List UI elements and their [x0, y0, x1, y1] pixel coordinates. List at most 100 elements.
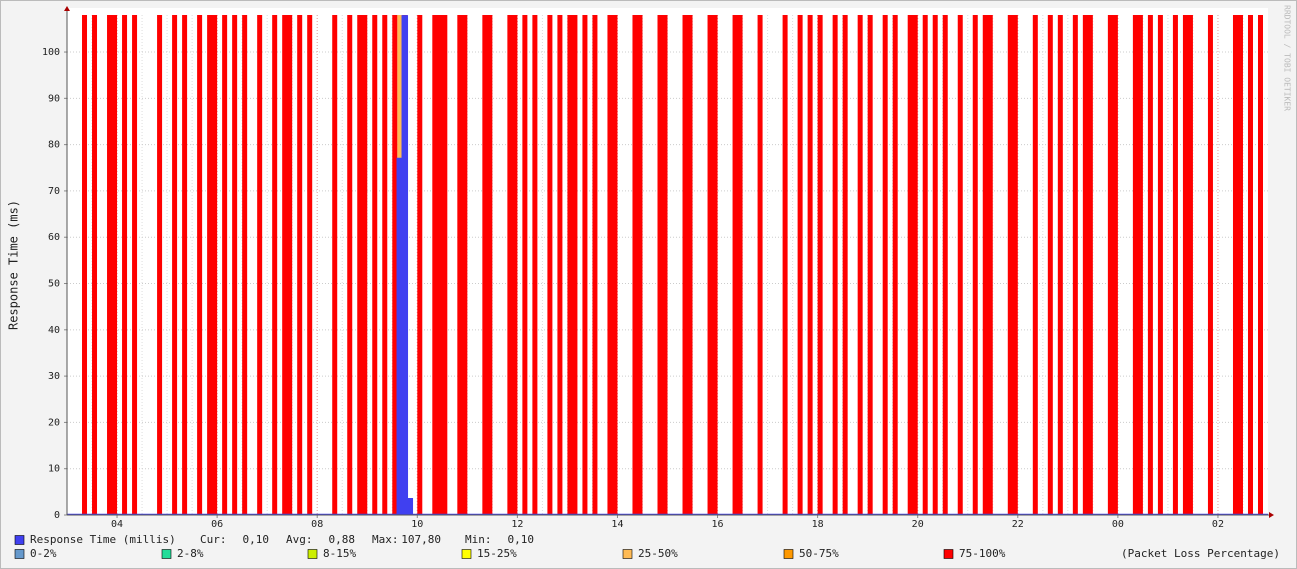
loss-band — [757, 15, 763, 515]
legend-swatch — [622, 549, 633, 559]
loss-band — [1172, 15, 1178, 515]
loss-band — [547, 15, 553, 515]
y-tick-label: 20 — [48, 417, 60, 428]
stat-value: 0,88 — [329, 533, 356, 546]
stat-value: 107,80 — [401, 533, 441, 546]
loss-band — [1257, 15, 1263, 515]
loss-band — [1057, 15, 1063, 515]
loss-band — [157, 15, 163, 515]
loss-band — [272, 15, 278, 515]
x-tick-label: 14 — [611, 519, 623, 530]
loss-band — [1032, 15, 1038, 515]
legend-label: 25-50% — [638, 547, 678, 560]
loss-band — [257, 15, 263, 515]
stat-label: Min: — [465, 533, 492, 546]
loss-band — [892, 15, 898, 515]
legend-swatch — [783, 549, 794, 559]
y-tick-label: 0 — [54, 510, 60, 521]
loss-band — [207, 15, 218, 515]
loss-band — [922, 15, 928, 515]
y-tick-label: 30 — [48, 371, 60, 382]
loss-band — [807, 15, 813, 515]
legend-swatch — [307, 549, 318, 559]
loss-band — [172, 15, 178, 515]
loss-band — [1082, 15, 1093, 515]
loss-band — [582, 15, 588, 515]
loss-band — [817, 15, 823, 515]
loss-band — [307, 15, 313, 515]
loss-band — [632, 15, 643, 515]
legend-label: 2-8% — [177, 547, 204, 560]
y-tick-label: 40 — [48, 325, 60, 336]
loss-band — [357, 15, 368, 515]
loss-band — [567, 15, 578, 515]
loss-band — [432, 15, 448, 515]
loss-band — [882, 15, 888, 515]
loss-band — [592, 15, 598, 515]
loss-band — [107, 15, 118, 515]
legend-label: 0-2% — [30, 547, 57, 560]
legend-label: Response Time (millis) — [30, 533, 176, 546]
loss-band — [782, 15, 788, 515]
loss-band — [832, 15, 838, 515]
legend-label: 50-75% — [799, 547, 839, 560]
legend-label: 75-100% — [959, 547, 1006, 560]
legend-swatch — [461, 549, 472, 559]
loss-band — [1047, 15, 1053, 515]
x-tick-label: 10 — [411, 519, 423, 530]
loss-band — [372, 15, 378, 515]
stat-value: 0,10 — [508, 533, 535, 546]
y-tick-label: 10 — [48, 464, 60, 475]
legend-label: 8-15% — [323, 547, 356, 560]
loss-band — [907, 15, 918, 515]
loss-band — [1247, 15, 1253, 515]
x-tick-label: 12 — [511, 519, 523, 530]
loss-band — [222, 15, 228, 515]
y-tick-label: 70 — [48, 186, 60, 197]
x-tick-label: 18 — [812, 519, 824, 530]
loss-band — [557, 15, 563, 515]
stat-label: Avg: — [286, 533, 313, 546]
loss-band — [242, 15, 248, 515]
legend-swatch — [161, 549, 172, 559]
y-tick-label: 100 — [42, 47, 60, 58]
loss-band — [482, 15, 493, 515]
x-tick-label: 16 — [712, 519, 724, 530]
loss-band — [132, 15, 138, 515]
y-arrow — [64, 6, 70, 11]
loss-band — [682, 15, 693, 515]
stat-value: 0,10 — [243, 533, 270, 546]
legend-label: 15-25% — [477, 547, 517, 560]
legend-swatch — [14, 535, 25, 545]
loss-band — [1072, 15, 1078, 515]
loss-band — [382, 15, 388, 515]
loss-band — [1182, 15, 1193, 515]
loss-band — [732, 15, 743, 515]
loss-band — [532, 15, 538, 515]
loss-band — [457, 15, 468, 515]
x-tick-label: 08 — [311, 519, 323, 530]
legend-title: (Packet Loss Percentage) — [1121, 547, 1280, 560]
loss-band — [507, 15, 518, 515]
x-tick-label: 04 — [111, 519, 123, 530]
stat-label: Max: — [372, 533, 399, 546]
x-tick-label: 22 — [1012, 519, 1024, 530]
loss-band — [232, 15, 238, 515]
loss-band — [297, 15, 303, 515]
y-tick-label: 50 — [48, 279, 60, 290]
loss-band — [1132, 15, 1143, 515]
y-tick-label: 60 — [48, 232, 60, 243]
stat-label: Cur: — [200, 533, 227, 546]
y-tick-label: 90 — [48, 93, 60, 104]
x-arrow — [1269, 512, 1274, 518]
loss-band — [122, 15, 128, 515]
loss-band — [1147, 15, 1153, 515]
x-tick-label: 06 — [211, 519, 223, 530]
loss-band — [707, 15, 718, 515]
loss-band — [607, 15, 618, 515]
loss-band — [982, 15, 993, 515]
watermark: RRDTOOL / TOBI OETIKER — [1283, 5, 1292, 111]
response-line — [67, 15, 1268, 516]
loss-band — [282, 15, 293, 515]
